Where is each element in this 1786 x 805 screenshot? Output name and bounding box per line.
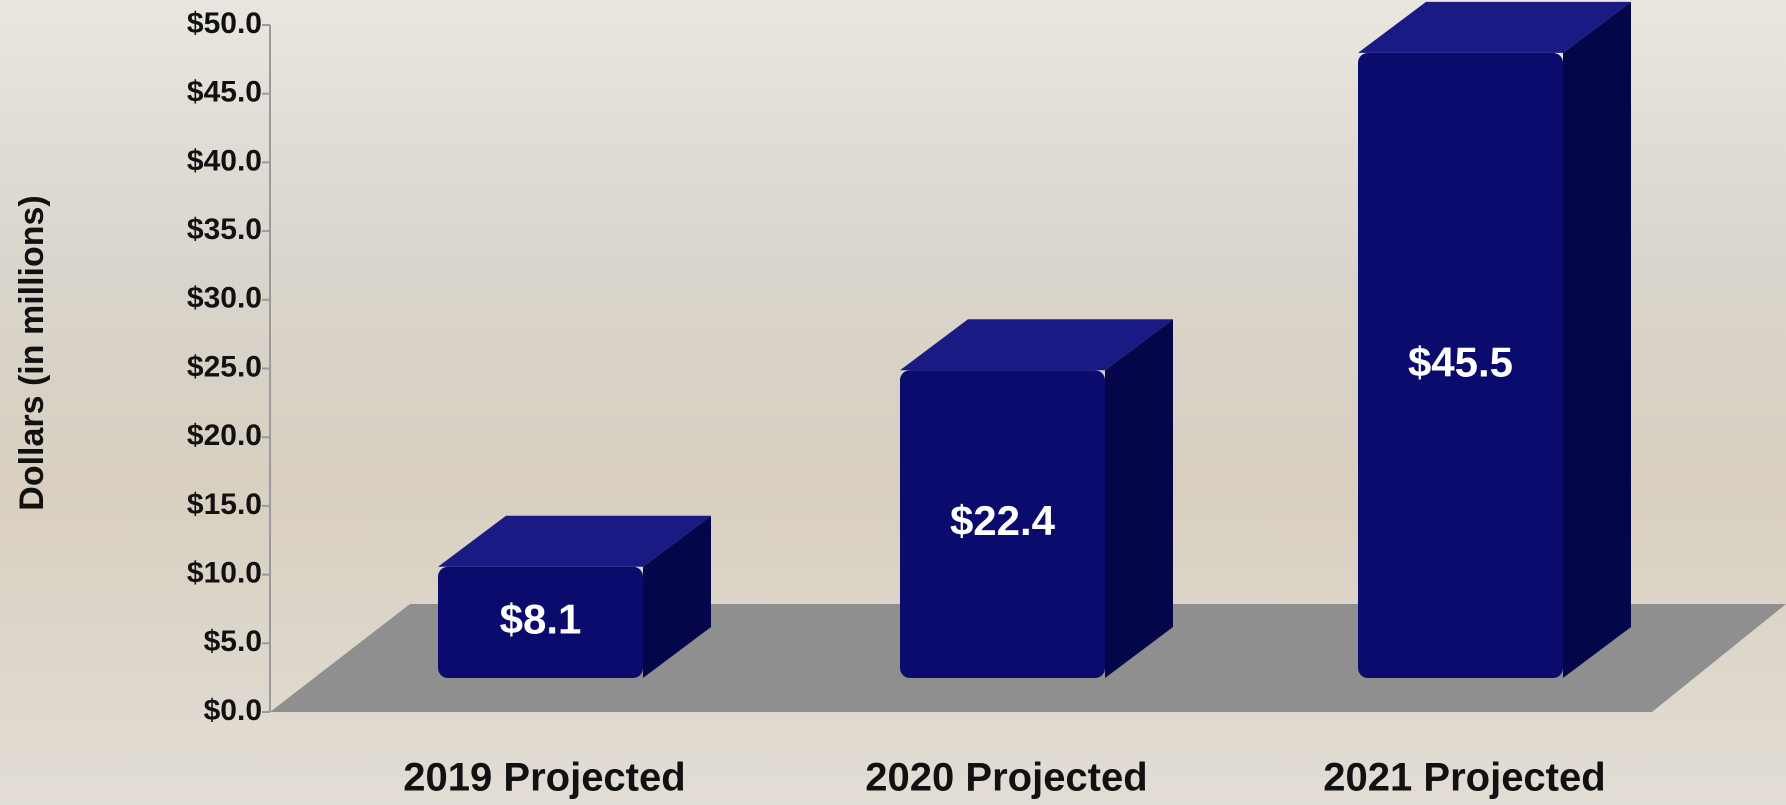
y-tick-label: $15.0 — [187, 488, 262, 521]
y-tick-label: $5.0 — [204, 625, 262, 658]
y-tick-label: $50.0 — [187, 7, 262, 40]
y-tick-label: $45.0 — [187, 76, 262, 109]
bar-top — [438, 515, 711, 567]
x-tick-label: 2020 Projected — [865, 756, 1147, 800]
y-tick-label: $40.0 — [187, 144, 262, 177]
y-tick-label: $0.0 — [204, 694, 262, 727]
bar-side — [1563, 1, 1631, 678]
bar-side — [1105, 319, 1173, 678]
y-axis-title: Dollars (in millions) — [13, 195, 51, 510]
bar-top — [1358, 1, 1631, 53]
x-tick-label: 2021 Projected — [1323, 756, 1605, 800]
y-tick-label: $35.0 — [187, 213, 262, 246]
x-tick-label: 2019 Projected — [403, 756, 685, 800]
bar — [900, 370, 1105, 678]
bar-top — [900, 319, 1173, 371]
y-tick-label: $25.0 — [187, 350, 262, 383]
value-label: $22.4 — [950, 497, 1056, 544]
bar — [1358, 52, 1563, 678]
bar — [438, 566, 643, 678]
y-tick-label: $30.0 — [187, 282, 262, 315]
value-label: $8.1 — [500, 595, 582, 642]
y-tick-label: $20.0 — [187, 419, 262, 452]
y-tick-label: $10.0 — [187, 557, 262, 590]
bar-side — [643, 515, 711, 678]
value-label: $45.5 — [1408, 339, 1513, 386]
